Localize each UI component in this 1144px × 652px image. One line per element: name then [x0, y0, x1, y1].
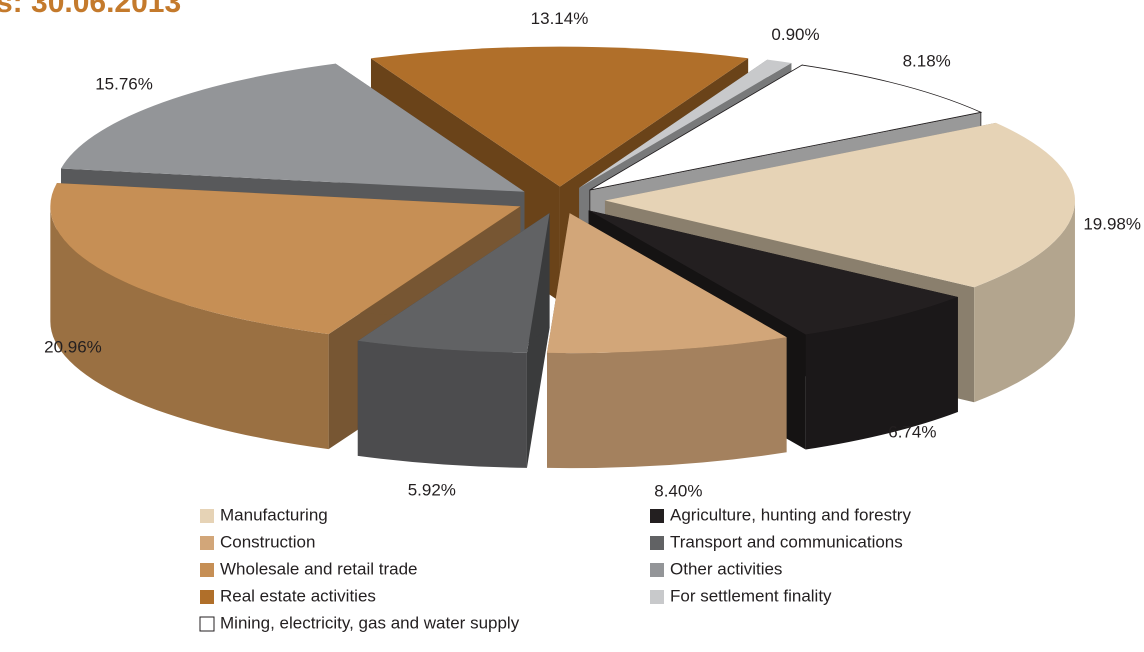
legend-label: Wholesale and retail trade — [220, 559, 418, 578]
slice — [61, 63, 525, 192]
legend-label: Manufacturing — [220, 505, 328, 524]
data-label: 8.40% — [654, 482, 702, 501]
data-label: 8.18% — [903, 52, 951, 71]
data-label: 0.90% — [771, 25, 819, 44]
legend-swatch — [650, 590, 664, 604]
slice-wall — [974, 200, 1075, 403]
legend-label: Transport and communications — [670, 532, 903, 551]
legend-label: Construction — [220, 532, 315, 551]
legend-swatch — [200, 536, 214, 550]
slice — [604, 122, 1075, 288]
slice — [357, 213, 550, 353]
legend-label: Agriculture, hunting and forestry — [670, 505, 911, 524]
data-label: 6.74% — [888, 423, 936, 442]
slice — [588, 210, 958, 335]
slice-wall — [50, 206, 329, 450]
legend-swatch — [650, 563, 664, 577]
legend-swatch — [200, 590, 214, 604]
slice — [589, 64, 983, 191]
slice-wall — [805, 296, 958, 450]
legend-label: Mining, electricity, gas and water suppl… — [220, 613, 520, 632]
legend-swatch — [650, 509, 664, 523]
legend-swatch — [650, 536, 664, 550]
legend-swatch — [200, 563, 214, 577]
legend-label: Other activities — [670, 559, 782, 578]
slice — [547, 213, 787, 354]
legend-label: Real estate activities — [220, 586, 376, 605]
legend-swatch — [199, 616, 215, 632]
data-label: 19.98% — [1083, 214, 1141, 233]
data-label: 5.92% — [408, 480, 456, 499]
slice-wall — [547, 337, 787, 469]
pie — [50, 46, 1075, 469]
slice — [579, 59, 792, 188]
data-label: 13.14% — [531, 9, 589, 28]
legend-swatch — [200, 509, 214, 523]
legend: Manufacturing Agriculture, hunting and fo… — [199, 505, 911, 632]
data-label: 20.96% — [44, 338, 102, 357]
slice — [370, 46, 749, 187]
slice — [50, 183, 521, 335]
data-label: 15.76% — [95, 74, 153, 93]
chart-title: s: 30.06.2013 — [0, 0, 181, 19]
legend-label: For settlement finality — [670, 586, 832, 605]
slice-wall — [357, 340, 527, 468]
